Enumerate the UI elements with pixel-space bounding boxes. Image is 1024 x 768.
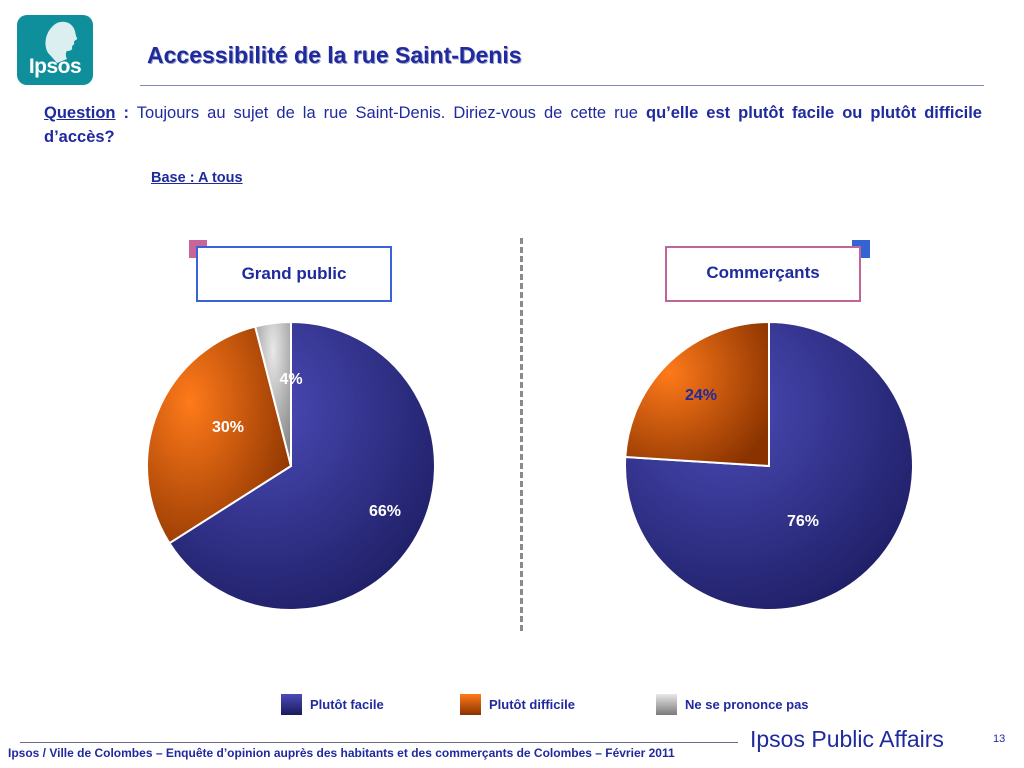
pie-slice-1-ne-se-prononce-pas: [253, 320, 292, 467]
legend-label-nsp: Ne se prononce pas: [685, 696, 809, 712]
group-grand-public: Grand public: [196, 246, 392, 302]
pie-slice-1-plutot-difficile: [146, 325, 293, 545]
group-commercants: Commerçants: [665, 246, 861, 302]
page-title: Accessibilité de la rue Saint-Denis: [147, 42, 522, 68]
chart-divider: [520, 238, 523, 631]
pie-slice-2-plutot-difficile: [624, 320, 770, 468]
question-body: Toujours au sujet de la rue Saint-Denis.…: [129, 104, 646, 122]
legend-swatch-facile: [281, 693, 302, 715]
title-divider: [140, 85, 984, 86]
page-number: 13: [993, 733, 1006, 745]
base-note: Base : A tous: [151, 170, 243, 186]
question-text: Question : Toujours au sujet de la rue S…: [44, 101, 982, 149]
logo-text: Ipsos: [28, 55, 82, 78]
logo-head-icon: [45, 21, 78, 63]
ipsos-logo: Ipsos: [17, 15, 93, 85]
legend-item-facile: Plutôt facile: [281, 693, 384, 715]
legend-label-difficile: Plutôt difficile: [489, 696, 575, 712]
data-label-2-plutot-difficile: 24%: [685, 387, 717, 404]
legend-item-nsp: Ne se prononce pas: [656, 693, 809, 715]
brand-name: Ipsos Public Affairs: [750, 726, 944, 752]
question-bold: qu’elle est plutôt facile ou plutôt diff…: [44, 104, 982, 146]
legend-swatch-difficile: [460, 693, 481, 715]
data-label-1-plutot-difficile: 30%: [212, 419, 244, 436]
footer-divider: [20, 742, 738, 743]
pie-slice-1-plutot-facile: [168, 320, 436, 611]
data-label-1-plutot-facile: 66%: [369, 503, 401, 520]
data-label-1-ne-se-prononce-pas: 4%: [279, 371, 302, 388]
question-label: Question: [44, 104, 116, 122]
pie-slice-2-plutot-facile: [623, 320, 914, 611]
legend-label-facile: Plutôt facile: [310, 696, 384, 712]
footer-text: Ipsos / Ville de Colombes – Enquête d’op…: [8, 746, 675, 760]
question-colon: :: [115, 104, 130, 122]
legend-swatch-nsp: [656, 693, 677, 715]
data-label-2-plutot-facile: 76%: [787, 513, 819, 530]
legend-item-difficile: Plutôt difficile: [460, 693, 575, 715]
